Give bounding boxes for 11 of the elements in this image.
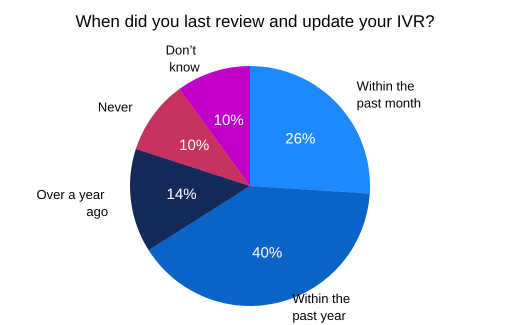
- data-label: 10%: [179, 136, 210, 154]
- chart-title: When did you last review and update your IVR?: [75, 12, 435, 31]
- data-label: 26%: [285, 130, 316, 148]
- slice-label: Within the past month: [356, 78, 422, 110]
- data-label: 40%: [252, 244, 282, 262]
- slice-label: Never: [98, 100, 134, 115]
- data-label: 14%: [166, 186, 197, 204]
- data-label: 10%: [214, 112, 244, 129]
- slice-label: Over a year ago: [36, 186, 108, 219]
- slice-label: Don’t know: [166, 42, 200, 75]
- slice-label: Within the past year: [292, 291, 354, 323]
